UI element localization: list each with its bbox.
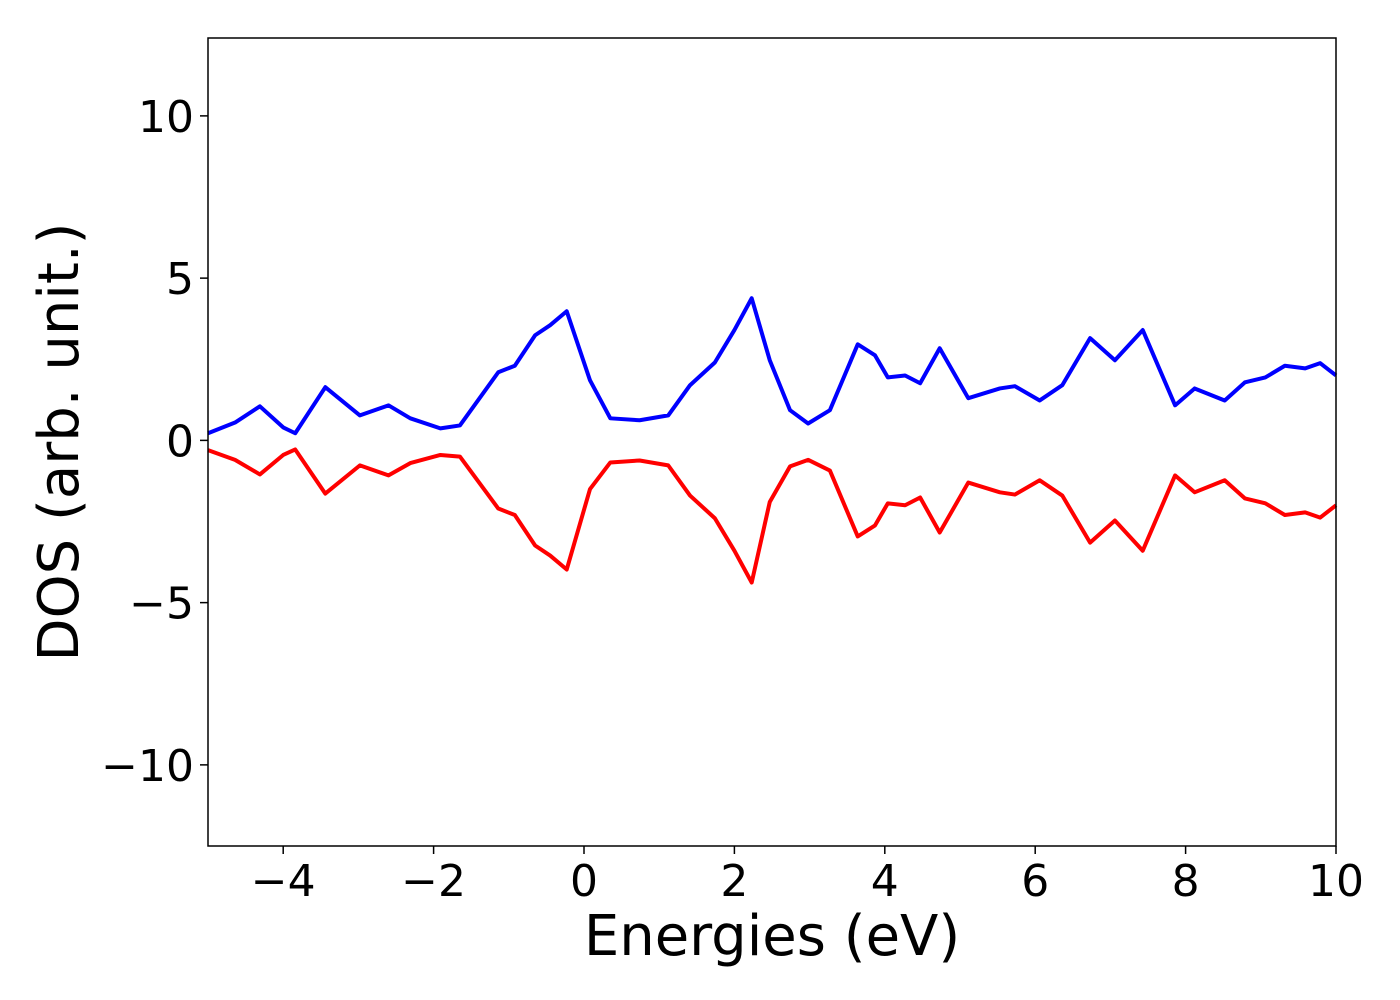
y-axis-label: DOS (arb. unit.): [27, 222, 92, 661]
y-tick-label: 10: [138, 92, 194, 143]
x-tick-label: 0: [570, 856, 598, 907]
plot-frame: [207, 37, 1337, 847]
x-tick-label: 10: [1308, 856, 1364, 907]
y-tick-label: −10: [101, 741, 194, 792]
x-tick-label: −4: [251, 856, 316, 907]
x-tick-label: −2: [401, 856, 466, 907]
y-tick-label: 5: [166, 254, 194, 305]
x-axis-label: Energies (eV): [584, 904, 960, 969]
x-tick-label: 8: [1172, 856, 1200, 907]
y-tick-label: −5: [129, 579, 194, 630]
x-tick-label: 6: [1021, 856, 1049, 907]
series-line: [207, 296, 1338, 436]
series-line: [207, 447, 1338, 585]
x-tick-label: 4: [871, 856, 899, 907]
y-tick-label: 0: [166, 416, 194, 467]
x-tick-label: 2: [720, 856, 748, 907]
